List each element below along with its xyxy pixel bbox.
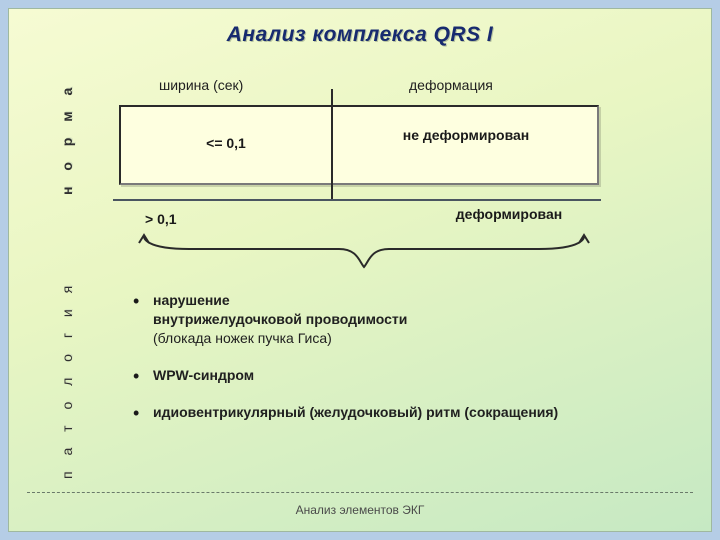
vertical-label-norma: н о р м а <box>59 82 75 195</box>
slide: Анализ комплекса QRS I н о р м а п а т о… <box>8 8 712 532</box>
separator-rule <box>113 199 601 201</box>
column-header-width: ширина (сек) <box>159 77 243 93</box>
normbox-left-value: <= 0,1 <box>121 135 331 151</box>
bullet-list: нарушение внутрижелудочковой проводимост… <box>129 291 639 439</box>
bullet2-text: WPW-синдром <box>153 367 254 383</box>
vertical-label-patologia: п а т о л о г и я <box>59 280 75 479</box>
pathology-right-value: деформирован <box>449 207 569 222</box>
list-item: WPW-синдром <box>129 366 639 385</box>
bullet3-text: идиовентрикулярный (желудочковый) ритм (… <box>153 404 558 420</box>
list-item: нарушение внутрижелудочковой проводимост… <box>129 291 639 348</box>
list-item: идиовентрикулярный (желудочковый) ритм (… <box>129 403 639 422</box>
bullet1-paren: (блокада ножек пучка Гиса) <box>153 330 332 346</box>
normbox-right-value: не деформирован <box>331 127 601 143</box>
footer-divider <box>27 492 693 493</box>
box-divider <box>331 89 333 199</box>
pathology-left-value: > 0,1 <box>145 211 177 227</box>
bullet1-bold: нарушение внутрижелудочковой проводимост… <box>153 292 407 327</box>
column-header-deformation: деформация <box>409 77 493 93</box>
footer-text: Анализ элементов ЭКГ <box>9 503 711 517</box>
curly-brace-icon <box>129 231 599 281</box>
slide-title: Анализ комплекса QRS I <box>9 23 711 47</box>
norm-box: <= 0,1 не деформирован <box>119 105 599 185</box>
